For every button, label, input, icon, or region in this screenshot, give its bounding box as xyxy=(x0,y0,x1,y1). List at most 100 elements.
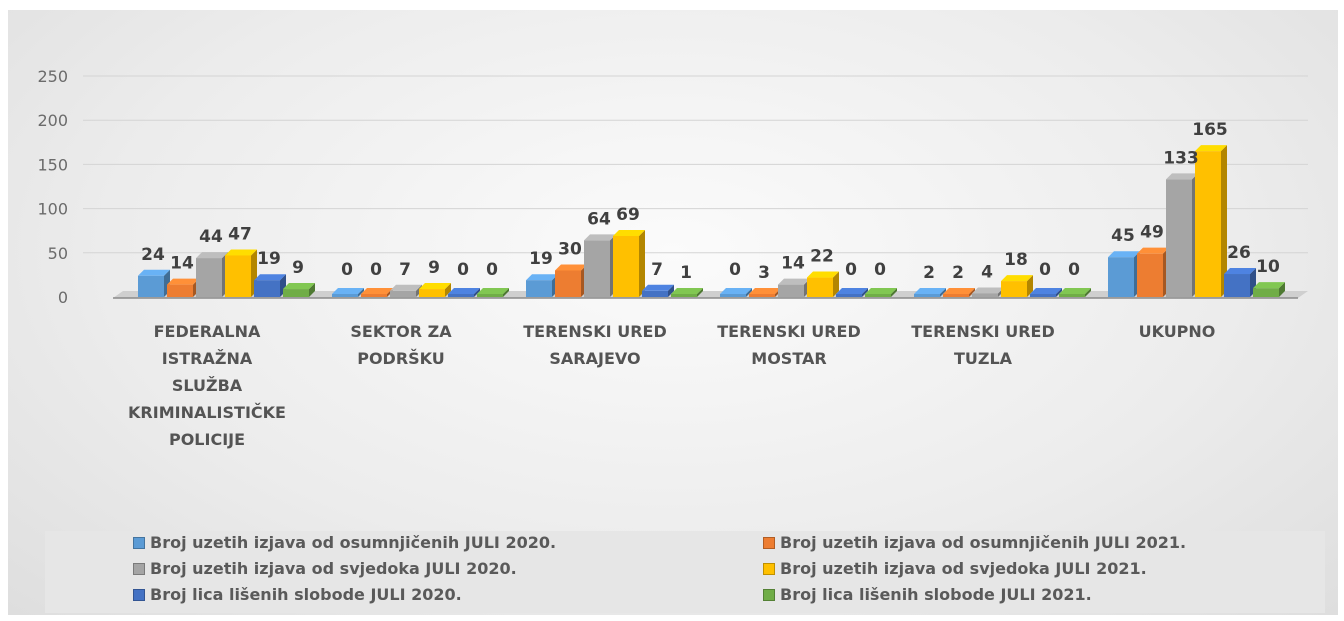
legend-item: Broj lica lišenih slobode JULI 2021. xyxy=(763,585,1092,604)
bar-top xyxy=(1030,288,1062,294)
bar-side xyxy=(1085,288,1091,297)
bar-front xyxy=(448,294,474,297)
bar-side xyxy=(639,230,645,297)
category-label: SEKTOR ZA PODRŠKU xyxy=(350,322,452,368)
bar-front xyxy=(778,284,804,297)
legend-label: Broj uzetih izjava od osumnjičenih JULI … xyxy=(780,533,1187,552)
data-label: 0 xyxy=(486,260,498,280)
bar xyxy=(749,288,781,297)
legend-label: Broj lica lišenih slobode JULI 2020. xyxy=(150,585,462,604)
y-axis-ticks: 0 50 100 150 200 250 xyxy=(37,67,68,307)
legend-item: Broj uzetih izjava od svjedoka JULI 2021… xyxy=(763,559,1147,578)
bar xyxy=(448,288,480,297)
data-label: 26 xyxy=(1227,243,1251,263)
bar xyxy=(283,283,315,297)
data-label: 30 xyxy=(558,239,582,259)
bar-front xyxy=(283,289,309,297)
bar xyxy=(1253,282,1285,297)
category-label: UKUPNO xyxy=(1139,322,1216,341)
bar-front xyxy=(1253,288,1279,297)
bar-top xyxy=(448,288,480,294)
data-label: 22 xyxy=(810,247,834,267)
bar-side xyxy=(1056,288,1062,297)
bar-front xyxy=(555,270,581,297)
bar-top xyxy=(361,288,393,294)
bar-front xyxy=(720,294,746,297)
bar-top xyxy=(720,288,752,294)
bar-top xyxy=(1137,247,1169,254)
bar-side xyxy=(445,283,451,297)
bar-front xyxy=(642,290,668,297)
data-label: 9 xyxy=(292,258,304,278)
data-label: 3 xyxy=(758,263,770,283)
bar-front xyxy=(1224,274,1250,297)
bar-top xyxy=(836,288,868,294)
bar-side xyxy=(746,288,752,297)
bar-top xyxy=(283,283,315,290)
bar xyxy=(361,288,393,297)
data-label: 19 xyxy=(257,249,281,269)
data-label: 45 xyxy=(1111,226,1135,246)
bar-top xyxy=(1001,275,1033,282)
bar xyxy=(1001,275,1033,297)
bar xyxy=(1166,173,1198,297)
bar-front xyxy=(1001,281,1027,297)
data-label: 69 xyxy=(616,205,640,225)
data-label: 133 xyxy=(1163,148,1199,168)
bar xyxy=(807,271,839,297)
bar xyxy=(419,283,451,297)
bar-top xyxy=(642,284,674,291)
bar-top xyxy=(254,274,286,281)
bar-front xyxy=(526,280,552,297)
data-label: 0 xyxy=(729,260,741,280)
data-label: 1 xyxy=(680,263,692,283)
bars xyxy=(138,145,1285,297)
legend-swatch xyxy=(133,562,145,575)
bar xyxy=(138,269,170,297)
bar-top xyxy=(1059,288,1091,294)
bar-side xyxy=(697,288,703,297)
bar-front xyxy=(1166,179,1192,297)
bar-side xyxy=(1221,145,1227,297)
bar-front xyxy=(1059,294,1085,297)
chart-area: 0 50 100 150 200 250 24 14 44 47 19 9 0 0 7 9 0 0 19 30 64 6… xyxy=(8,10,1338,615)
bar xyxy=(167,278,199,297)
bar-top xyxy=(419,283,451,290)
bar-front xyxy=(419,289,445,297)
bar xyxy=(671,288,703,297)
bar-front xyxy=(138,275,164,297)
bar xyxy=(477,288,509,297)
category-label: TERENSKI URED SARAJEVO xyxy=(523,322,666,368)
bar-side xyxy=(833,271,839,297)
legend-item: Broj uzetih izjava od osumnjičenih JULI … xyxy=(133,533,556,552)
bar-top xyxy=(749,288,781,294)
bar-front xyxy=(914,294,940,297)
bar-side xyxy=(891,288,897,297)
bar-front xyxy=(332,294,358,297)
bar-top xyxy=(167,278,199,285)
bar-front xyxy=(943,294,969,297)
bar-side xyxy=(358,288,364,297)
bar xyxy=(196,252,228,297)
data-label: 7 xyxy=(651,260,663,280)
bar-top xyxy=(1108,251,1140,258)
bar xyxy=(613,230,645,297)
y-tick-label: 150 xyxy=(37,155,68,174)
bar xyxy=(1108,251,1140,297)
bar xyxy=(584,234,616,297)
data-label: 18 xyxy=(1004,250,1028,270)
bar-top xyxy=(196,252,228,259)
bar xyxy=(720,288,752,297)
bar-front xyxy=(254,280,280,297)
y-tick-label: 50 xyxy=(48,244,68,263)
data-label: 9 xyxy=(428,258,440,278)
legend-item: Broj uzetih izjava od osumnjičenih JULI … xyxy=(763,533,1186,552)
bar-side xyxy=(668,284,674,297)
bar-front xyxy=(865,294,891,297)
bar xyxy=(1195,145,1227,297)
bar xyxy=(555,264,587,297)
y-tick-label: 200 xyxy=(37,111,68,130)
category-label: TERENSKI URED MOSTAR xyxy=(717,322,860,368)
data-label: 0 xyxy=(341,260,353,280)
